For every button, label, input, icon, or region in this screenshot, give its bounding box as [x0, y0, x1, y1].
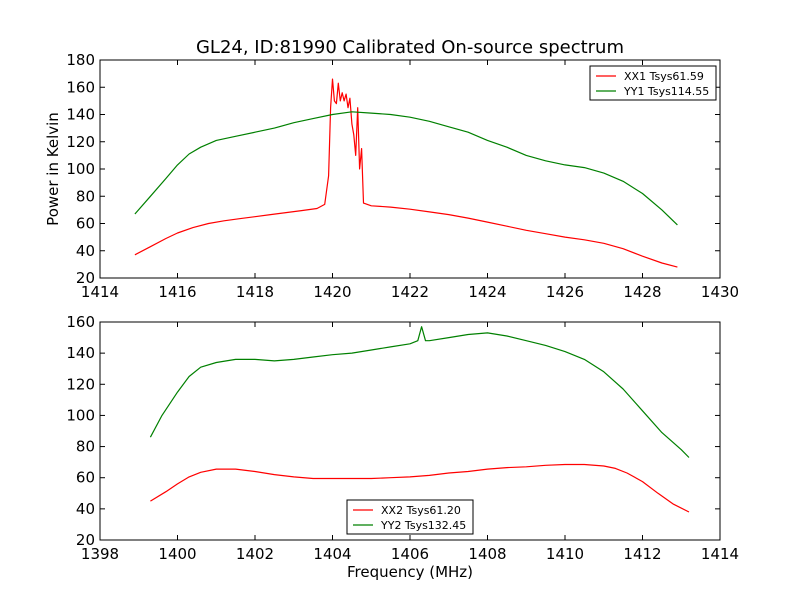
- y-tick-label: 160: [66, 78, 95, 96]
- y-tick-label: 60: [76, 469, 95, 487]
- x-tick-label: 1410: [546, 545, 584, 563]
- x-tick-label: 1420: [313, 283, 351, 301]
- legend-label: YY2 Tsys132.45: [380, 519, 466, 532]
- x-tick-label: 1400: [158, 545, 196, 563]
- x-tick-label: 1406: [391, 545, 429, 563]
- x-tick-label: 1404: [313, 545, 351, 563]
- top-spectrum-plot: 1414 1416 1418 1420 1422 1424 1426 1428 1430 20 40…: [44, 37, 739, 301]
- series-line-yy1: [134, 111, 678, 226]
- y-tick-label: 120: [66, 375, 95, 393]
- y-axis-label: Power in Kelvin: [44, 112, 62, 226]
- y-tick-label: 140: [66, 344, 95, 362]
- y-tick-label: 20: [76, 531, 95, 549]
- x-tick-label: 1414: [701, 545, 739, 563]
- x-tick-label: 1428: [623, 283, 661, 301]
- y-tick-label: 40: [76, 242, 95, 260]
- series-line-yy2: [149, 326, 690, 458]
- y-tick-label: 80: [76, 187, 95, 205]
- x-tick-label: 1412: [623, 545, 661, 563]
- x-tick-label: 1430: [701, 283, 739, 301]
- y-tick-label: 40: [76, 500, 95, 518]
- bottom-spectrum-plot: 1398 1400 1402 1404 1406 1408 1410 1412 1414 20 40…: [66, 313, 739, 581]
- x-tick-label: 1416: [158, 283, 196, 301]
- x-tick-label: 1424: [468, 283, 506, 301]
- legend-label: YY1 Tsys114.55: [623, 85, 709, 98]
- series-line-xx1: [134, 78, 678, 268]
- series-line-xx2: [150, 463, 690, 513]
- x-tick-label: 1402: [236, 545, 274, 563]
- x-tick-label: 1414: [81, 283, 119, 301]
- chart-title: GL24, ID:81990 Calibrated On-source spec…: [196, 37, 624, 58]
- x-tick-label: 1422: [391, 283, 429, 301]
- x-tick-label: 1398: [81, 545, 119, 563]
- legend-label: XX1 Tsys61.59: [624, 70, 704, 83]
- y-tick-label: 20: [76, 269, 95, 287]
- y-tick-label: 160: [66, 313, 95, 331]
- y-tick-label: 140: [66, 106, 95, 124]
- y-tick-label: 100: [66, 160, 95, 178]
- legend-label: XX2 Tsys61.20: [381, 504, 461, 517]
- x-tick-label: 1408: [468, 545, 506, 563]
- y-tick-label: 80: [76, 438, 95, 456]
- legend: XX1 Tsys61.59 YY1 Tsys114.55: [589, 65, 717, 101]
- y-tick-label: 100: [66, 406, 95, 424]
- legend-box: [589, 65, 717, 101]
- y-tick-label: 180: [66, 51, 95, 69]
- legend: XX2 Tsys61.20 YY2 Tsys132.45: [346, 499, 474, 535]
- x-tick-label: 1426: [546, 283, 584, 301]
- legend-box: [346, 499, 474, 535]
- y-tick-label: 120: [66, 133, 95, 151]
- x-tick-label: 1418: [236, 283, 274, 301]
- y-tick-label: 60: [76, 215, 95, 233]
- x-axis-label: Frequency (MHz): [347, 563, 473, 581]
